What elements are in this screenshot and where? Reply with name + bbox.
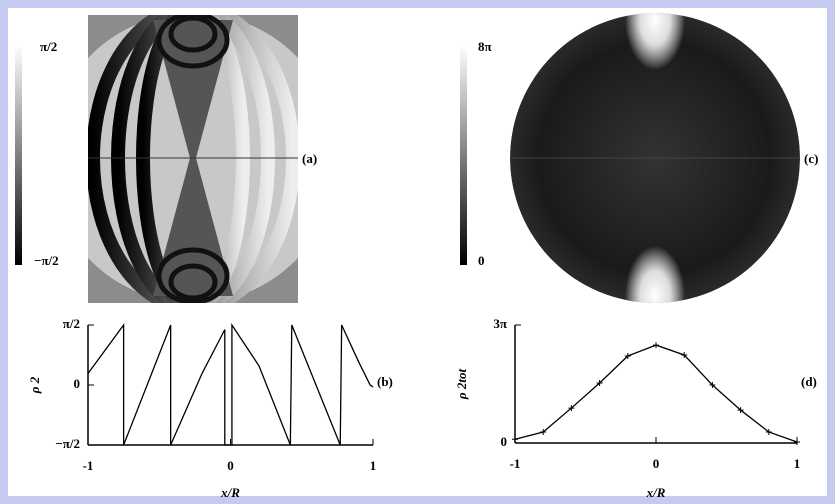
panel-label: (b) (377, 374, 393, 389)
panel-label: (c) (804, 151, 818, 166)
colorbar (460, 45, 467, 265)
x-tick-label: 0 (227, 458, 234, 473)
x-tick-label: 1 (794, 456, 801, 471)
colorbar-label: −π/2 (34, 253, 59, 268)
colorbar (15, 45, 22, 265)
figure: π/2 −π/2 (a) 8π 0 (c) −π/20π/2-101x/Rρ 2… (0, 0, 835, 504)
panel-label: (a) (302, 151, 317, 166)
colorbar-label: 8π (478, 39, 492, 54)
y-tick-label: 0 (74, 376, 81, 391)
x-axis-label: x/R (646, 485, 666, 500)
y-tick-label: 0 (501, 434, 508, 449)
panel-label: (d) (801, 374, 817, 389)
y-axis-label: ρ 2tot (454, 369, 469, 401)
x-tick-label: -1 (510, 456, 521, 471)
y-tick-label: −π/2 (55, 436, 80, 451)
x-axis-label: x/R (220, 485, 240, 500)
x-tick-label: 0 (653, 456, 660, 471)
colorbar-label: 0 (478, 253, 485, 268)
y-tick-label: 3π (493, 316, 507, 331)
x-tick-label: 1 (370, 458, 377, 473)
x-tick-label: -1 (83, 458, 94, 473)
y-axis-label: ρ 2 (27, 376, 42, 394)
y-tick-label: π/2 (63, 316, 80, 331)
colorbar-label: π/2 (40, 39, 57, 54)
